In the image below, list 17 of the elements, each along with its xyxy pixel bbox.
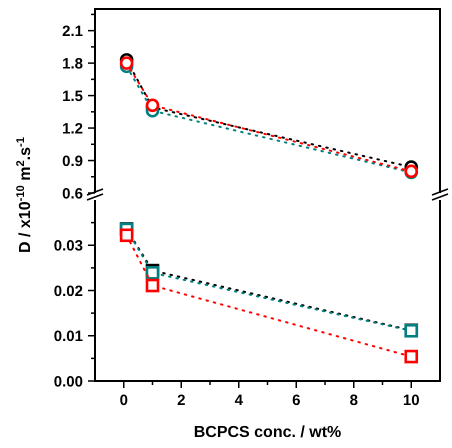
y-tick-label: 0.03 <box>54 238 83 254</box>
x-tick-label: 6 <box>292 392 300 409</box>
y-tick-label: 0.02 <box>54 282 83 300</box>
x-tick-label: 2 <box>177 392 186 409</box>
y-tick-label: 0.9 <box>62 152 83 170</box>
y-tick-label: 1.5 <box>62 88 83 105</box>
y-tick-label: 1.2 <box>62 120 83 138</box>
x-axis-title: BCPCS conc. / wt% <box>194 424 342 441</box>
x-tick-label: 10 <box>402 392 420 409</box>
x-tick-label: 4 <box>234 392 244 409</box>
y-tick-label: 1.8 <box>62 55 83 72</box>
x-tick-label: 8 <box>350 392 358 409</box>
x-tick-label: 0 <box>120 392 128 409</box>
y-tick-label: 0.6 <box>62 185 83 202</box>
y-tick-label: 0.01 <box>54 328 83 345</box>
y-tick-label: 2.1 <box>62 22 83 40</box>
y-tick-label: 0.00 <box>54 373 83 390</box>
